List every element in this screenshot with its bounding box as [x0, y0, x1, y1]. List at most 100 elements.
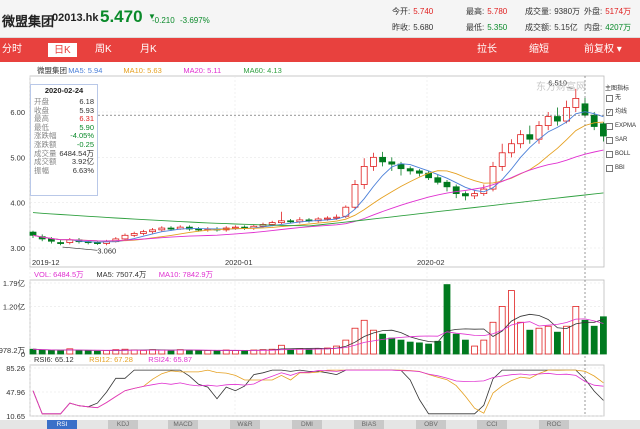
indicator-option[interactable]: BOLL: [605, 150, 640, 164]
candle: [489, 166, 497, 190]
indicator-option[interactable]: 无: [605, 94, 640, 108]
tab-fenshi[interactable]: 分时: [2, 44, 22, 55]
volume-bar: [259, 349, 267, 355]
ma20-line: [32, 149, 604, 242]
volume-bar: [489, 321, 497, 355]
volume-bar: [526, 329, 534, 355]
volume-bar: [425, 343, 433, 355]
candle: [415, 170, 423, 174]
tooltip-key: 收盘: [34, 105, 49, 115]
candle: [461, 193, 469, 197]
volume-bar: [360, 319, 368, 355]
quote-item: 内盘: 4207万: [584, 22, 631, 33]
stock-code: 02013.hk: [52, 12, 99, 24]
volume-bar: [563, 325, 570, 355]
max-price-label: 6.510: [548, 79, 567, 88]
checkbox-icon[interactable]: ✓: [606, 109, 613, 116]
min-marker: [62, 246, 98, 251]
quote-value: 4207万: [605, 23, 632, 32]
candle: [517, 134, 524, 145]
indicator-button-obv[interactable]: OBV: [416, 420, 446, 429]
indicator-option[interactable]: BBI: [605, 164, 640, 178]
quote-item: 外盘: 5174万: [584, 6, 631, 17]
tab-zhouk[interactable]: 周K: [95, 44, 112, 55]
candle: [369, 156, 377, 167]
indicator-button-bias[interactable]: BIAS: [354, 420, 384, 429]
min-price-label: 3.060: [97, 246, 116, 255]
candle: [158, 227, 166, 231]
volume-bar: [38, 349, 46, 355]
price-axis-label: 5.00: [10, 153, 25, 162]
quote-item: 最低: 5.350: [466, 22, 507, 33]
volume-bar: [103, 350, 110, 355]
tooltip-value: 3.92亿: [71, 157, 94, 167]
indicator-label: BOLL: [615, 151, 631, 157]
kline-chart[interactable]: 微盟集团 MA5: 5.94 MA10: 5.63 MA20: 5.11 MA60: 4…: [0, 62, 640, 420]
volume-bar: [167, 350, 175, 355]
tab-rik[interactable]: 日K: [48, 43, 77, 57]
tooltip-key: 最高: [34, 114, 49, 124]
indicator-button-kdj[interactable]: KDJ: [108, 420, 138, 429]
checkbox-icon[interactable]: [606, 165, 613, 172]
volume-bar: [452, 333, 460, 355]
candle: [94, 242, 101, 244]
quote-label: 内盘:: [584, 23, 603, 32]
candle: [333, 216, 341, 219]
indicator-button-roc[interactable]: ROC: [539, 420, 569, 429]
checkbox-icon[interactable]: [606, 95, 613, 102]
indicator-option[interactable]: EXPMA: [605, 122, 640, 136]
quote-header: 微盟集团 02013.hk 5.470 ▼ -0.210 -3.697% 今开:…: [0, 0, 640, 38]
candle: [48, 238, 55, 242]
candle: [526, 134, 534, 140]
indicator-option[interactable]: SAR: [605, 136, 640, 150]
quote-item: 成交量: 9380万: [525, 6, 580, 17]
checkbox-icon[interactable]: [606, 151, 613, 158]
max-marker: [566, 86, 574, 90]
tooltip-key: 振幅: [34, 165, 49, 175]
kline-legend-item: MA20: 5.11: [183, 66, 221, 75]
date-axis-label: 2020-02: [417, 258, 445, 267]
volume-bar: [204, 350, 212, 355]
candle: [554, 116, 561, 122]
indicator-button-wr[interactable]: W&R: [230, 420, 260, 429]
indicator-option[interactable]: ✓ 均线: [605, 108, 640, 122]
volume-bar: [57, 350, 64, 355]
rsi24-line: [32, 369, 604, 415]
tab-lachang[interactable]: 拉长: [477, 44, 497, 55]
candle: [57, 242, 64, 244]
indicator-label: 均线: [615, 109, 628, 115]
price-axis-label: 4.00: [10, 199, 25, 208]
tooltip-row: 最低 5.90: [31, 123, 97, 133]
volume-bar: [517, 321, 524, 355]
indicator-button-cci[interactable]: CCI: [477, 420, 507, 429]
indicator-button-rsi[interactable]: RSI: [47, 420, 77, 429]
tooltip-row: 成交量 6484.54万: [31, 149, 97, 159]
candle: [434, 177, 442, 183]
tab-suoduan[interactable]: 缩短: [529, 44, 549, 55]
volume-bar: [158, 349, 166, 355]
tooltip-row: 收盘 5.93: [31, 105, 97, 116]
volume-bar: [121, 348, 129, 355]
panel-frame: [29, 364, 605, 417]
volume-bar: [388, 337, 396, 355]
volume-bar: [287, 349, 295, 355]
candle: [231, 226, 239, 229]
volume-bar: [94, 350, 101, 355]
main-indicator-panel: 主图指标 无 ✓ 均线 EXPMA SAR BOLL BBI: [605, 83, 640, 203]
quote-value: 5174万: [605, 7, 632, 16]
quote-item: 昨收: 5.680: [392, 22, 433, 33]
tab-yuek[interactable]: 月K: [140, 44, 157, 55]
indicator-button-macd[interactable]: MACD: [168, 420, 198, 429]
indicator-button-dmi[interactable]: DMI: [292, 420, 322, 429]
quote-label: 今开:: [392, 7, 411, 16]
checkbox-icon[interactable]: [606, 123, 613, 130]
volume-bar: [379, 333, 387, 355]
indicator-label: BBI: [615, 165, 625, 171]
volume-axis-label: 978.2万: [0, 346, 25, 355]
date-axis-label: 2019-12: [32, 258, 60, 267]
checkbox-icon[interactable]: [606, 137, 613, 144]
quote-label: 外盘:: [584, 7, 603, 16]
candle: [563, 107, 570, 122]
volume-bar: [130, 349, 138, 355]
tab-fq[interactable]: 前复权 ▾: [584, 44, 622, 55]
